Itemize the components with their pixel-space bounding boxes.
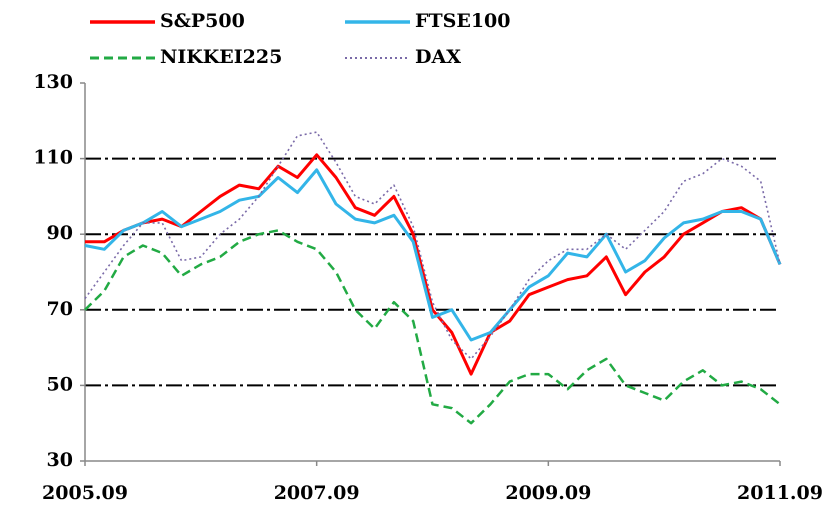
legend-label: DAX <box>415 46 461 68</box>
y-tick-label: 50 <box>47 373 73 395</box>
series-line <box>85 153 782 376</box>
y-tick-label: 110 <box>33 147 73 169</box>
legend-label: FTSE100 <box>415 10 511 32</box>
x-tick-label: 2011.09 <box>737 482 823 504</box>
x-tick-label: 2009.09 <box>505 482 591 504</box>
series-line <box>84 131 781 360</box>
y-tick-label: 90 <box>47 222 73 244</box>
y-tick-label: 130 <box>33 71 73 93</box>
series-line <box>84 168 782 342</box>
y-tick-label: 70 <box>47 298 73 320</box>
legend-label: NIKKEI225 <box>160 46 282 68</box>
legend-label: S&P500 <box>160 10 245 32</box>
y-tick-label: 30 <box>47 449 73 471</box>
x-tick-label: 2005.09 <box>42 482 128 504</box>
x-tick-label: 2007.09 <box>274 482 360 504</box>
series-line <box>84 229 781 425</box>
